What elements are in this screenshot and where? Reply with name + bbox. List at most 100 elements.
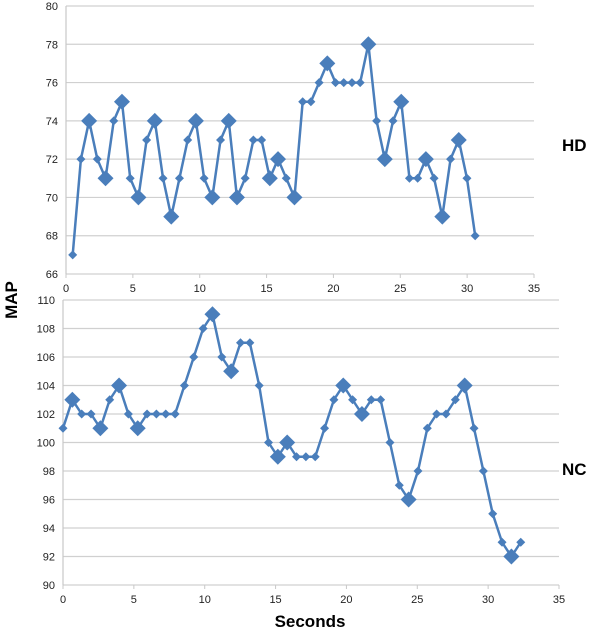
y-tick-label: 78 bbox=[46, 39, 58, 51]
data-point-marker bbox=[240, 173, 250, 183]
y-tick-label: 104 bbox=[37, 381, 55, 393]
data-point-marker bbox=[269, 448, 286, 465]
y-tick-label: 94 bbox=[43, 523, 55, 535]
data-point-marker bbox=[488, 509, 498, 519]
y-axis-label: MAP bbox=[2, 281, 21, 319]
data-point-marker bbox=[469, 423, 479, 433]
data-point-marker bbox=[228, 189, 245, 206]
data-point-marker bbox=[68, 250, 78, 260]
data-point-marker bbox=[429, 173, 439, 183]
data-point-marker bbox=[353, 406, 370, 422]
x-tick-label: 25 bbox=[411, 594, 423, 606]
x-tick-label: 15 bbox=[260, 283, 272, 295]
x-tick-label: 10 bbox=[194, 283, 206, 295]
data-point-marker bbox=[76, 154, 86, 164]
y-tick-label: 92 bbox=[43, 552, 55, 564]
data-point-marker bbox=[198, 324, 208, 333]
data-point-marker bbox=[450, 132, 467, 148]
y-tick-label: 76 bbox=[46, 78, 58, 90]
data-point-marker bbox=[170, 409, 180, 419]
data-point-marker bbox=[314, 78, 324, 88]
data-point-marker bbox=[432, 409, 442, 419]
data-point-marker bbox=[329, 395, 339, 405]
y-tick-label: 96 bbox=[43, 495, 55, 507]
data-point-marker bbox=[355, 78, 365, 88]
data-point-marker bbox=[394, 480, 404, 490]
data-point-marker bbox=[129, 420, 146, 437]
data-point-marker bbox=[422, 423, 432, 433]
y-tick-label: 74 bbox=[46, 116, 58, 128]
y-tick-label: 110 bbox=[37, 295, 55, 307]
y-tick-label: 90 bbox=[43, 580, 55, 592]
data-point-marker bbox=[189, 352, 199, 362]
data-point-marker bbox=[400, 491, 417, 508]
hd-chart-panel: 66 68 70 72 74 76 78 80 0 5 10 15 20 25 30 35 bbox=[46, 1, 540, 295]
data-point-marker bbox=[339, 78, 349, 88]
data-point-marker bbox=[220, 112, 237, 129]
data-point-marker bbox=[413, 466, 423, 476]
data-point-marker bbox=[366, 395, 376, 405]
y-tick-label: 98 bbox=[43, 466, 55, 478]
data-point-marker bbox=[245, 338, 255, 348]
data-line bbox=[71, 43, 477, 255]
data-point-marker bbox=[235, 338, 245, 348]
y-tick-label: 106 bbox=[37, 352, 55, 364]
y-tick-label: 66 bbox=[46, 269, 58, 281]
x-tick-label: 5 bbox=[130, 283, 136, 295]
x-tick-label: 20 bbox=[327, 283, 339, 295]
y-tick-label: 80 bbox=[46, 1, 58, 13]
y-tick-label: 102 bbox=[37, 409, 55, 421]
data-point-marker bbox=[456, 377, 473, 394]
data-point-marker bbox=[348, 395, 358, 405]
data-point-marker bbox=[113, 93, 130, 110]
data-point-marker bbox=[393, 93, 410, 110]
y-tick-label: 68 bbox=[46, 231, 58, 243]
y-tick-label: 72 bbox=[46, 154, 58, 166]
data-point-marker bbox=[216, 135, 226, 145]
data-point-marker bbox=[417, 151, 434, 168]
data-point-marker bbox=[306, 97, 316, 107]
data-point-marker bbox=[478, 466, 488, 476]
data-point-marker bbox=[319, 55, 336, 72]
data-point-marker bbox=[130, 189, 147, 206]
data-point-marker bbox=[187, 112, 204, 129]
x-tick-label: 5 bbox=[131, 594, 137, 606]
data-point-marker bbox=[413, 173, 423, 183]
data-point-marker bbox=[292, 452, 302, 462]
data-point-marker bbox=[151, 409, 161, 419]
data-point-marker bbox=[142, 409, 152, 419]
x-tick-label: 25 bbox=[394, 283, 406, 295]
data-point-marker bbox=[376, 151, 393, 168]
x-tick-label: 30 bbox=[482, 594, 494, 606]
data-point-marker bbox=[204, 189, 221, 206]
data-point-marker bbox=[286, 189, 303, 206]
data-point-marker bbox=[503, 548, 520, 565]
data-point-marker bbox=[257, 135, 267, 145]
data-point-marker bbox=[179, 381, 189, 390]
data-point-marker bbox=[86, 409, 96, 419]
data-point-marker bbox=[385, 438, 395, 447]
x-tick-label: 15 bbox=[269, 594, 281, 606]
data-point-marker bbox=[77, 409, 87, 419]
data-point-marker bbox=[183, 135, 193, 145]
x-tick-label: 35 bbox=[528, 283, 540, 295]
data-point-marker bbox=[125, 173, 135, 183]
data-point-marker bbox=[123, 409, 133, 419]
data-point-marker bbox=[204, 306, 221, 323]
data-point-marker bbox=[331, 78, 341, 88]
data-point-marker bbox=[264, 438, 274, 447]
x-tick-label: 0 bbox=[63, 283, 69, 295]
data-point-marker bbox=[516, 537, 526, 547]
data-point-marker bbox=[279, 434, 296, 451]
data-point-marker bbox=[310, 452, 320, 462]
data-point-marker bbox=[97, 170, 114, 187]
data-point-marker bbox=[248, 135, 258, 145]
data-point-marker bbox=[174, 173, 184, 183]
data-point-marker bbox=[146, 112, 163, 129]
data-point-marker bbox=[261, 170, 278, 187]
data-point-marker bbox=[347, 78, 357, 88]
data-point-marker bbox=[254, 381, 264, 390]
data-point-marker bbox=[441, 409, 451, 419]
data-point-marker bbox=[92, 420, 109, 437]
data-point-marker bbox=[111, 377, 128, 394]
